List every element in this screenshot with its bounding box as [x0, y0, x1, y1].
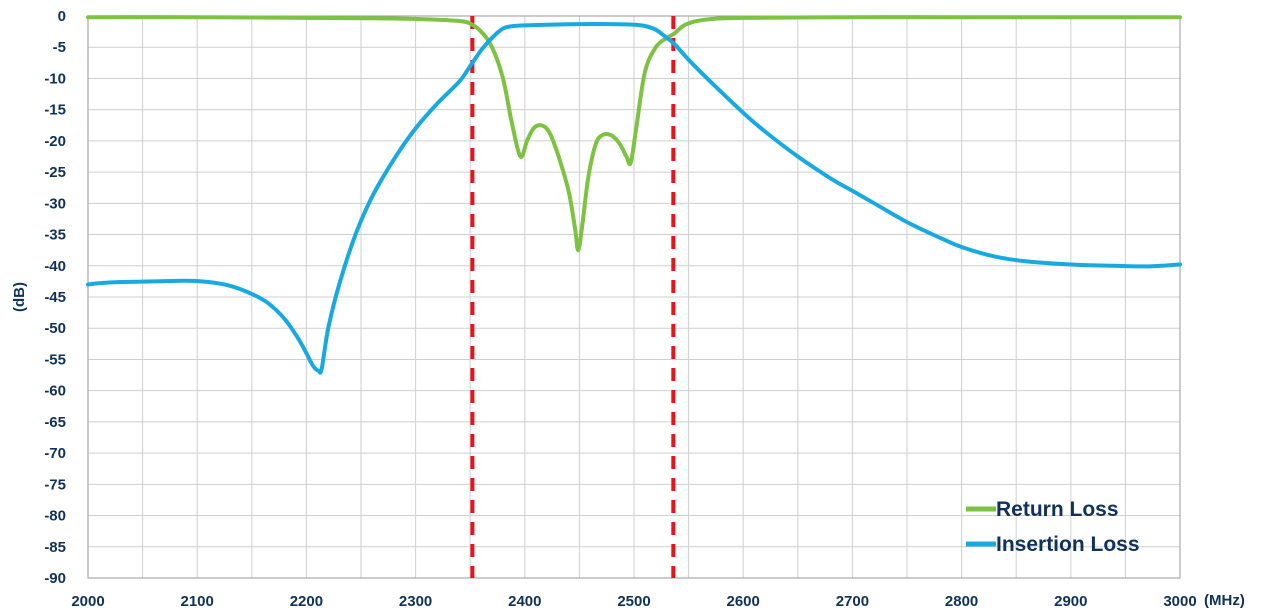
y-tick-label: -10: [44, 70, 66, 87]
grid-layer: [87, 15, 1181, 579]
x-tick-label: 2800: [945, 593, 978, 610]
x-tick-label: 2900: [1054, 593, 1087, 610]
x-tick-labels: 2000 2100 2200 2300 2400 2500 2600 2700 2800 2900…: [71, 593, 1196, 610]
y-tick-label: -35: [44, 227, 66, 244]
x-tick-label: 2700: [836, 593, 869, 610]
y-tick-label: -25: [44, 164, 66, 181]
y-tick-label: -15: [44, 102, 66, 119]
plot-frame: [87, 15, 1181, 579]
x-tick-label: 3000: [1163, 593, 1196, 610]
y-tick-labels: 0 -5 -10 -15 -20 -25 -30 -35 -40 -45 -50 -55 -60 -65 -…: [44, 8, 66, 587]
y-tick-label: -30: [44, 195, 66, 212]
x-tick-label: 2000: [71, 593, 104, 610]
legend-label: Return Loss: [996, 498, 1119, 521]
y-tick-label: -20: [44, 133, 66, 150]
x-tick-label: 2100: [181, 593, 214, 610]
x-tick-label: 2400: [508, 593, 541, 610]
y-tick-label: 0: [58, 8, 66, 25]
series-layer: [86, 15, 1182, 375]
y-tick-label: -65: [44, 414, 66, 431]
x-axis-label: (MHz): [1204, 592, 1245, 609]
y-tick-label: -80: [44, 508, 66, 525]
legend-label: Insertion Loss: [996, 533, 1140, 556]
y-tick-label: -85: [44, 539, 66, 556]
marker-lines: [470, 16, 676, 578]
series-line-return-loss: [86, 15, 1182, 253]
y-tick-label: -40: [44, 258, 66, 275]
y-axis-label: (dB): [11, 282, 28, 312]
x-tick-label: 2300: [399, 593, 432, 610]
y-tick-label: -70: [44, 445, 66, 462]
y-tick-label: -75: [44, 476, 66, 493]
y-tick-label: -45: [44, 289, 66, 306]
y-tick-label: -55: [44, 351, 66, 368]
y-tick-label: -5: [53, 39, 66, 56]
series-line-insertion-loss: [86, 22, 1182, 375]
y-tick-label: -60: [44, 383, 66, 400]
x-tick-label: 2600: [727, 593, 760, 610]
y-tick-label: -50: [44, 320, 66, 337]
y-tick-label: -90: [44, 570, 66, 587]
legend: Return Loss Insertion Loss: [966, 498, 1140, 556]
x-tick-label: 2500: [617, 593, 650, 610]
x-tick-label: 2200: [290, 593, 323, 610]
